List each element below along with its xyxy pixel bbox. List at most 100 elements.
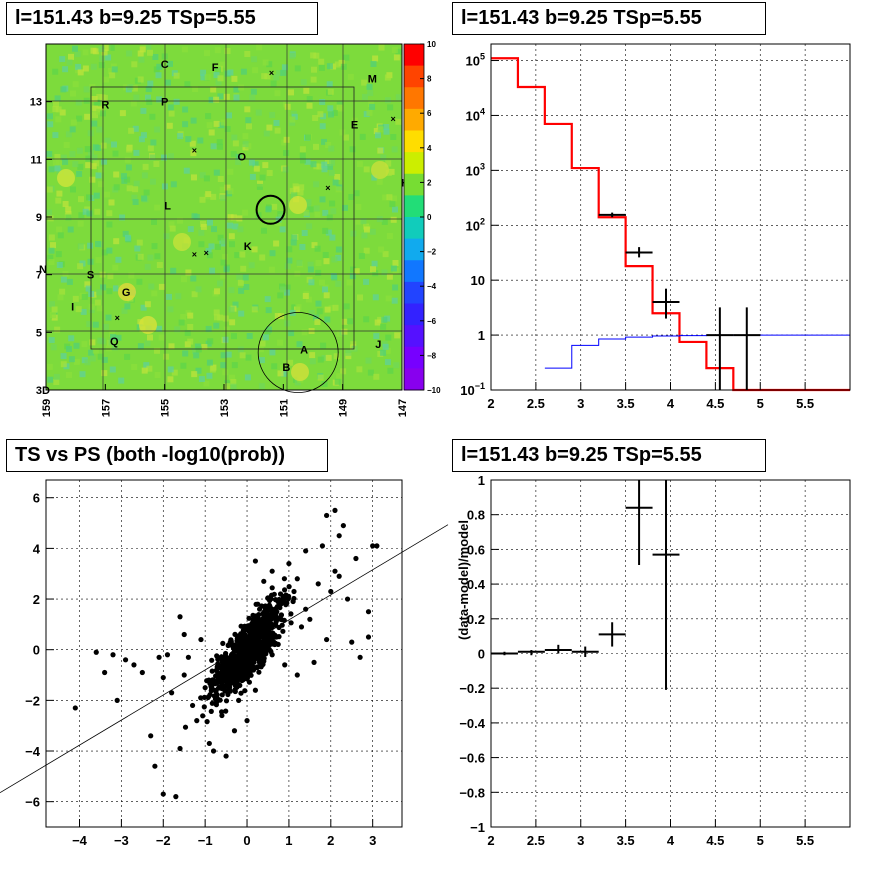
heatmap-cell <box>324 306 331 313</box>
scatter-point <box>227 639 233 645</box>
heatmap-cell <box>335 186 342 193</box>
heatmap-cell <box>245 354 252 361</box>
heatmap-cell <box>141 367 148 374</box>
scatter-point <box>240 671 246 678</box>
heatmap-cell <box>57 294 64 301</box>
heatmap-cell <box>322 209 329 216</box>
colorbar-segment <box>404 108 424 131</box>
colorbar-tick-label: 6 <box>427 109 432 118</box>
y-tick-label: −0.4 <box>459 716 485 731</box>
heatmap-cell <box>341 318 348 325</box>
y-tick-label: 9 <box>36 212 42 224</box>
colorbar-segment <box>404 368 424 391</box>
heatmap-cell <box>78 212 85 219</box>
heatmap-cell <box>335 254 342 261</box>
heatmap-cell <box>305 296 312 303</box>
heatmap-cell <box>290 192 297 199</box>
y-tick-label: 0.8 <box>467 508 485 523</box>
heatmap-cell <box>101 158 108 165</box>
heatmap-cell <box>336 373 343 380</box>
heatmap-cell <box>327 105 334 112</box>
heatmap-cell <box>276 70 283 76</box>
heatmap-cell <box>85 162 92 169</box>
scatter-point <box>298 624 305 630</box>
heatmap-cell <box>156 262 163 268</box>
heatmap-cell <box>334 378 341 385</box>
heatmap-cell <box>383 128 390 135</box>
heatmap-cell <box>340 63 347 70</box>
scatter-point <box>198 695 204 701</box>
heatmap-cell <box>301 329 308 336</box>
heatmap-cell <box>275 219 282 226</box>
scatter-point <box>252 617 258 623</box>
heatmap-cell <box>231 134 238 141</box>
heatmap-cell <box>156 325 163 332</box>
y-tick-label: 10 <box>471 273 485 288</box>
heatmap-cell <box>193 213 200 220</box>
heatmap-cell <box>313 52 320 59</box>
scatter-point <box>257 657 263 663</box>
heatmap-cell <box>243 284 250 290</box>
heatmap-cell <box>325 229 332 236</box>
heatmap-cell <box>78 196 84 203</box>
scatter-point <box>267 634 273 640</box>
heatmap-cell <box>180 314 187 320</box>
heatmap-cell <box>244 374 251 381</box>
heatmap-cell <box>190 117 197 124</box>
heatmap-cell <box>371 260 378 267</box>
heatmap-cell <box>383 124 390 130</box>
region-label: I <box>71 301 74 313</box>
colorbar-segment <box>404 65 424 88</box>
heatmap-cell <box>343 134 349 141</box>
heatmap-cell <box>137 50 144 57</box>
heatmap-cell <box>290 239 297 246</box>
x-tick-label: 4 <box>667 833 675 848</box>
heatmap-cell <box>98 181 104 188</box>
scatter-point <box>242 625 248 631</box>
heatmap-cell <box>217 314 224 321</box>
y-tick-label: 1 <box>478 328 485 343</box>
heatmap-cell <box>367 76 374 83</box>
heatmap-cell <box>145 44 152 50</box>
scatter-point <box>286 593 292 599</box>
heatmap-cell <box>265 206 272 213</box>
scatter-point <box>208 708 214 715</box>
scatter-point <box>294 576 300 582</box>
heatmap-cell <box>140 107 147 114</box>
heatmap-cell <box>232 140 239 147</box>
heatmap-cell <box>353 190 360 197</box>
heatmap-cell <box>143 362 150 369</box>
scatter-point <box>269 622 275 628</box>
heatmap-cell <box>192 86 199 92</box>
scatter-point <box>189 702 196 709</box>
heatmap-cell <box>275 216 282 223</box>
map-marker: × <box>269 68 274 78</box>
heatmap-cell <box>373 333 380 340</box>
x-tick-label: 2.5 <box>527 833 545 848</box>
heatmap-cell <box>205 113 212 120</box>
y-axis-label: (data-model)/model <box>456 520 471 640</box>
heatmap-cell <box>141 172 148 179</box>
heatmap-cell <box>236 215 243 222</box>
heatmap-cell <box>60 353 67 360</box>
heatmap-cell <box>68 53 74 60</box>
heatmap-cell <box>205 191 212 198</box>
heatmap-cell <box>200 223 207 230</box>
heatmap-cell <box>311 242 318 249</box>
heatmap-cell <box>95 241 101 247</box>
x-tick-label: 5.5 <box>796 833 814 848</box>
region-label: S <box>87 270 94 282</box>
heatmap-cell <box>314 211 321 218</box>
heatmap-cell <box>82 208 89 215</box>
scatter-point <box>181 631 187 638</box>
heatmap-cell <box>144 340 151 347</box>
heatmap-cell <box>262 334 269 341</box>
x-tick-label: 151 <box>278 399 290 417</box>
region-label: F <box>212 62 219 74</box>
heatmap-cell <box>220 352 227 359</box>
heatmap-cell <box>182 121 189 128</box>
heatmap-cell <box>77 220 84 227</box>
heatmap-cell <box>239 352 246 359</box>
heatmap-cell <box>217 93 224 100</box>
heatmap-cell <box>380 154 387 161</box>
